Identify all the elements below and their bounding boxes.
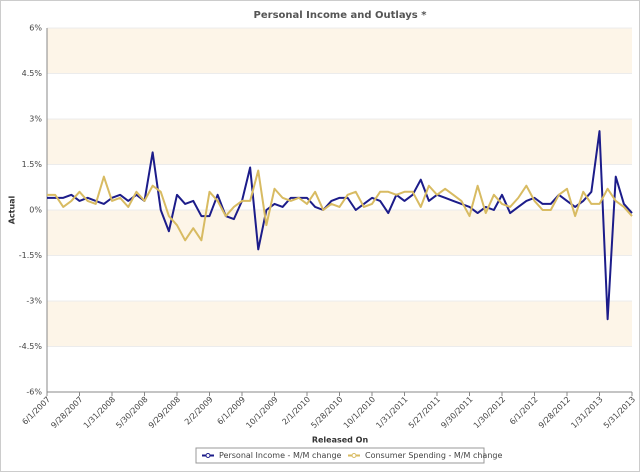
- chart-title: Personal Income and Outlays *: [254, 10, 428, 21]
- plot-band: [47, 301, 632, 347]
- y-axis-title: Actual: [8, 195, 17, 224]
- legend-label: Personal Income - M/M change: [219, 451, 342, 460]
- plot-band: [47, 255, 632, 301]
- y-tick-label: 6%: [29, 24, 42, 33]
- legend-marker: [205, 453, 211, 458]
- y-tick-label: 4.5%: [22, 69, 43, 78]
- plot-band: [47, 28, 632, 74]
- y-tick-label: -4.5%: [19, 342, 43, 351]
- y-tick-label: -6%: [26, 388, 42, 397]
- plot-band: [47, 210, 632, 256]
- y-tick-label: -1.5%: [19, 251, 43, 260]
- plot-band: [47, 119, 632, 165]
- legend-marker: [351, 453, 357, 458]
- y-tick-label: 3%: [29, 115, 42, 124]
- y-tick-label: 1.5%: [22, 160, 43, 169]
- series-line: [47, 169, 633, 242]
- legend-box: [195, 447, 485, 464]
- y-tick-label: -3%: [26, 297, 42, 306]
- plot-band: [47, 346, 632, 392]
- plot-band: [47, 73, 632, 119]
- plot-bands: [47, 28, 632, 392]
- x-axis-title: Released On: [312, 436, 369, 445]
- y-tick-label: 0%: [29, 206, 42, 215]
- legend-label: Consumer Spending - M/M change: [365, 451, 502, 460]
- plot-band: [47, 164, 632, 210]
